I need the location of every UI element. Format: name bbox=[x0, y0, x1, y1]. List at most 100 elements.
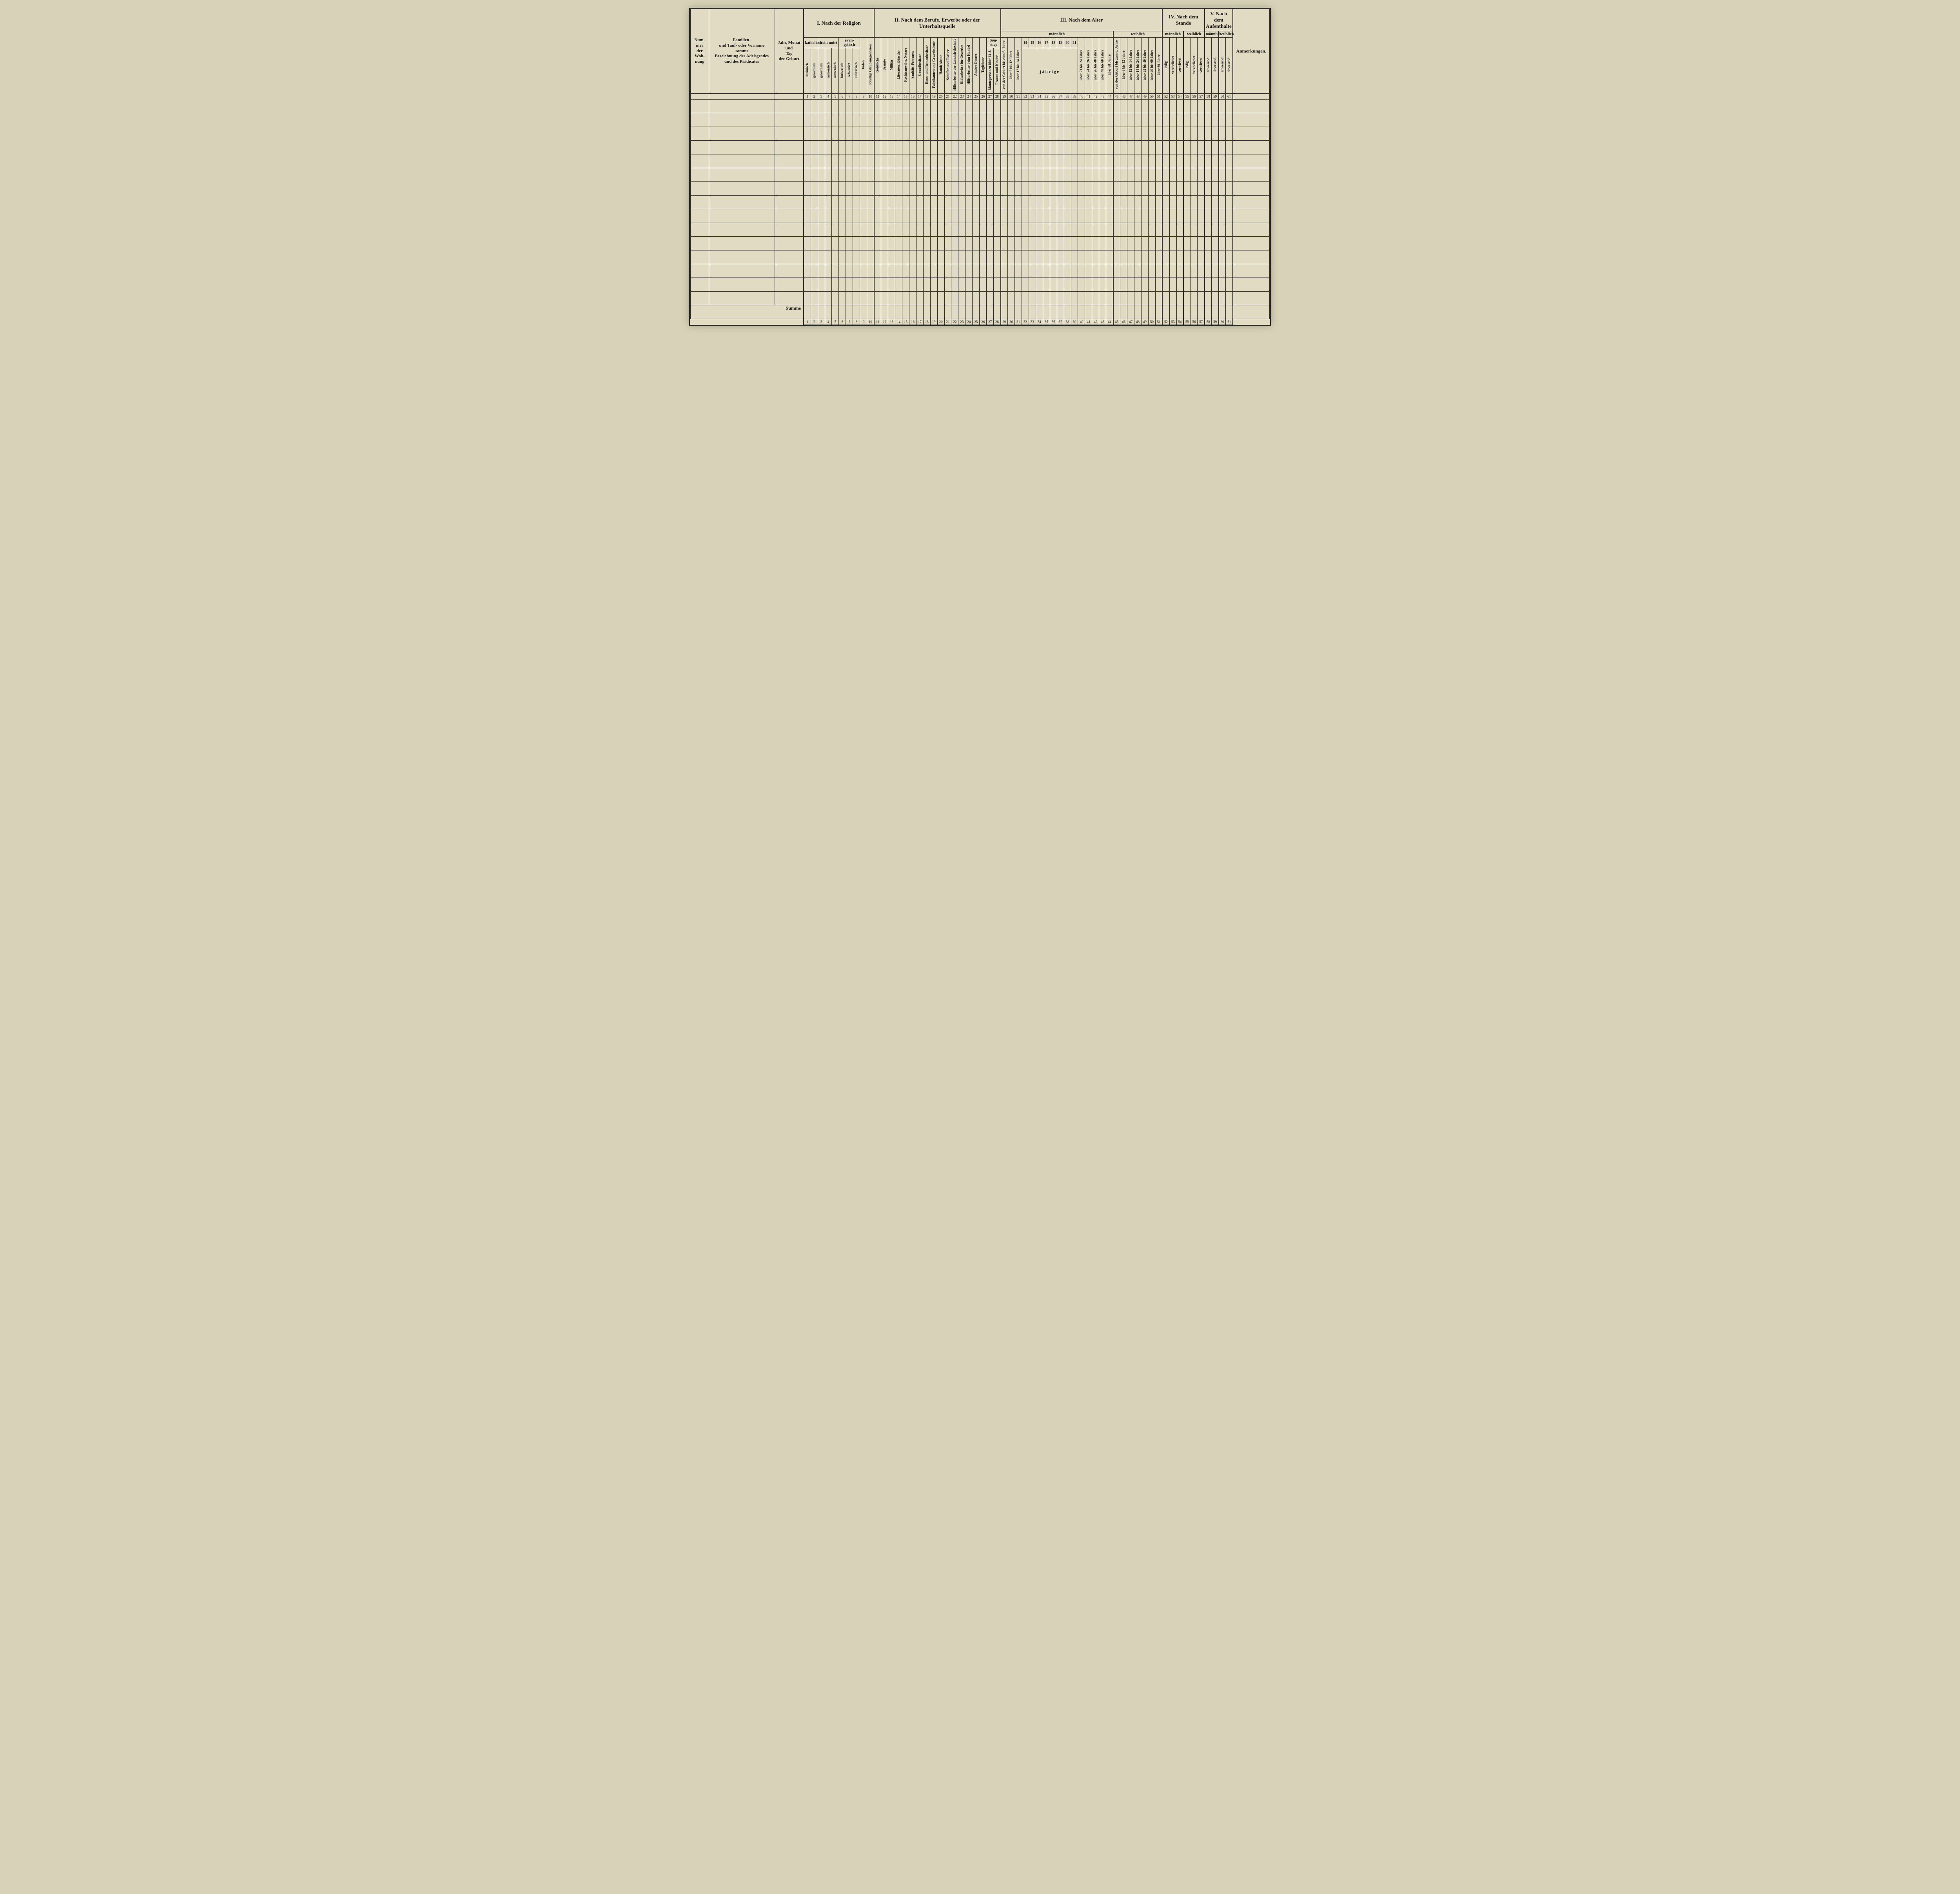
table-row bbox=[690, 209, 1270, 223]
col-nummer: Num- mer der Woh- nung bbox=[690, 9, 709, 94]
c20: Handelsleute bbox=[937, 38, 944, 94]
table-row bbox=[690, 182, 1270, 196]
table-row bbox=[690, 237, 1270, 250]
c52: ledig bbox=[1162, 38, 1169, 94]
c18: Haus- und Rentenbesitzer bbox=[923, 38, 930, 94]
c41: über 24 bis 26 Jahre bbox=[1085, 38, 1092, 94]
census-table: Num- mer der Woh- nung Familien- und Tau… bbox=[690, 9, 1270, 325]
n37: 19 bbox=[1057, 38, 1064, 48]
status-female: weiblich bbox=[1183, 31, 1205, 38]
section-1-religion: I. Nach der Religion bbox=[804, 9, 874, 38]
status-male: männlich bbox=[1162, 31, 1183, 38]
c7: reformirt bbox=[846, 48, 853, 94]
c5: armenisch bbox=[832, 48, 839, 94]
column-number-row-top: 12345 678910 1112131415 1617181920 21222… bbox=[690, 94, 1270, 100]
c2: griechisch bbox=[811, 48, 818, 94]
table-row bbox=[690, 141, 1270, 154]
age-female: weiblich bbox=[1113, 31, 1163, 38]
age-male: männlich bbox=[1001, 31, 1113, 38]
res-male: männlich bbox=[1205, 31, 1219, 38]
c22: Hilfsarbeiter der Landwirthschaft bbox=[951, 38, 958, 94]
c57: verwitwet bbox=[1198, 38, 1205, 94]
c47: über 12 bis 14 Jahre bbox=[1127, 38, 1134, 94]
c17: Grundbesitzer bbox=[916, 38, 923, 94]
column-number-row-bottom: 12345 678910 1112131415 1617181920 21222… bbox=[690, 319, 1270, 325]
table-row bbox=[690, 250, 1270, 264]
n36: 18 bbox=[1050, 38, 1057, 48]
table-row bbox=[690, 127, 1270, 141]
c44: über 60 Jahre bbox=[1106, 38, 1113, 94]
col-name: Familien- und Tauf- oder Vorname sammt B… bbox=[709, 9, 775, 94]
n32: 14 bbox=[1022, 38, 1029, 48]
c59: abwesend bbox=[1212, 38, 1219, 94]
c6: lutherisch bbox=[839, 48, 846, 94]
c49: über 24 bis 40 Jahre bbox=[1141, 38, 1148, 94]
c30: über 6 bis 12 Jahre bbox=[1008, 38, 1015, 94]
grp-evangelisch: evan- gelisch bbox=[839, 38, 860, 48]
table-row bbox=[690, 100, 1270, 113]
grp-sonstige: Son-stige bbox=[987, 38, 1001, 48]
c43: über 40 bis 60 Jahre bbox=[1099, 38, 1106, 94]
c27: Mannspersonen über 14 J. bbox=[987, 48, 994, 94]
c13: Militär bbox=[888, 38, 895, 94]
c23: Hilfsarbeiter für Gewerbe bbox=[958, 38, 965, 94]
c4: armenisch bbox=[825, 48, 832, 94]
table-row bbox=[690, 154, 1270, 168]
c11: Geistliche bbox=[874, 38, 881, 94]
c31: über 12 bis 14 Jahre bbox=[1015, 38, 1022, 94]
c25: Andere Diener bbox=[973, 38, 980, 94]
grp-nicht-unirt: nicht unirt bbox=[818, 38, 839, 48]
c14: Literaten, Künstler bbox=[895, 38, 902, 94]
table-row bbox=[690, 292, 1270, 305]
c42: über 26 bis 40 Jahre bbox=[1092, 38, 1099, 94]
n34: 16 bbox=[1036, 38, 1043, 48]
section-4-status: IV. Nach dem Stande bbox=[1162, 9, 1205, 31]
c56: verehelichet bbox=[1191, 38, 1198, 94]
c9: Juden bbox=[860, 38, 867, 94]
c61: abwesend bbox=[1226, 38, 1233, 94]
section-5-residence: V. Nach demAufenthalte bbox=[1205, 9, 1233, 31]
c12: Beamte bbox=[881, 38, 888, 94]
col-birth: Jahr, Monat und Tag der Geburt bbox=[775, 9, 804, 94]
n33: 15 bbox=[1029, 38, 1036, 48]
table-row bbox=[690, 264, 1270, 278]
c48: über 14 bis 24 Jahre bbox=[1134, 38, 1141, 94]
c26: Taglöhner bbox=[980, 38, 987, 94]
c16: Sanitäts-Personen bbox=[909, 38, 916, 94]
n35: 17 bbox=[1043, 38, 1050, 48]
c54: verwitwet bbox=[1176, 38, 1183, 94]
jahrige: jährige bbox=[1022, 48, 1078, 94]
sum-row: Summe bbox=[690, 305, 1270, 319]
section-3-age: III. Nach dem Alter bbox=[1001, 9, 1163, 31]
c50: über 40 bis 60 Jahre bbox=[1148, 38, 1155, 94]
section-2-occupation: II. Nach dem Berufe, Erwerbe oder derUnt… bbox=[874, 9, 1001, 38]
c21: Schiffer und Fischer bbox=[944, 38, 951, 94]
c55: ledig bbox=[1183, 38, 1191, 94]
c15: Rechtsanwälte, Notare bbox=[902, 38, 909, 94]
c3: griechisch bbox=[818, 48, 825, 94]
table-row bbox=[690, 113, 1270, 127]
c29: von der Geburt bis zum 6. Jahre bbox=[1001, 38, 1008, 94]
table-row bbox=[690, 278, 1270, 292]
c1: lateinisch bbox=[804, 48, 811, 94]
c10: Sonstige Glaubensgenossen bbox=[867, 38, 874, 94]
c51: über 60 Jahre bbox=[1155, 38, 1162, 94]
c45: von der Geburt bis zum 6. Jahre bbox=[1113, 38, 1120, 94]
c8: unitarisch bbox=[853, 48, 860, 94]
c58: anwesend bbox=[1205, 38, 1212, 94]
c19: Fabrikanten und Gewerbsleute bbox=[930, 38, 937, 94]
c40: über 21 bis 24 Jahre bbox=[1078, 38, 1085, 94]
c28: Frauen und Kinder bbox=[994, 48, 1001, 94]
c24: Hilfsarbeiter beim Handel bbox=[965, 38, 973, 94]
c46: über 6 bis 12 Jahre bbox=[1120, 38, 1127, 94]
census-form-sheet: Num- mer der Woh- nung Familien- und Tau… bbox=[689, 8, 1271, 326]
grp-katholisch: katholisch bbox=[804, 38, 818, 48]
c53: verehelichet bbox=[1169, 38, 1176, 94]
table-row bbox=[690, 196, 1270, 209]
res-female: weiblich bbox=[1219, 31, 1233, 38]
c60: anwesend bbox=[1219, 38, 1226, 94]
table-row bbox=[690, 168, 1270, 182]
col-notes: Anmerkungen. bbox=[1233, 9, 1270, 94]
n39: 21 bbox=[1071, 38, 1078, 48]
table-row bbox=[690, 223, 1270, 237]
